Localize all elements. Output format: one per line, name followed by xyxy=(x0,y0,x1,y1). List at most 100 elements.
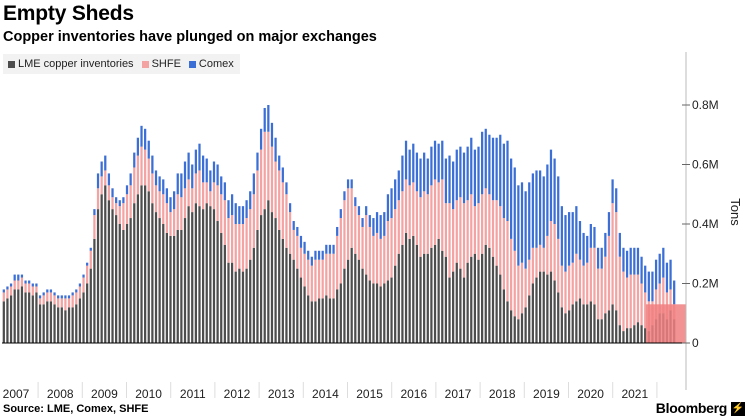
bar-comex xyxy=(13,274,16,281)
bar-lme xyxy=(292,259,295,343)
bar-comex xyxy=(368,215,371,227)
bar-comex xyxy=(328,244,332,254)
bar-comex xyxy=(607,212,611,236)
bar-comex xyxy=(437,143,440,183)
bar-comex xyxy=(187,152,190,180)
bar-comex xyxy=(198,143,201,171)
bar-lme xyxy=(144,185,147,343)
bar-lme xyxy=(173,235,176,343)
bar-shfe xyxy=(596,268,600,320)
bar-comex xyxy=(209,170,212,192)
bar-lme xyxy=(412,235,415,343)
legend-label-lme: LME copper inventories xyxy=(18,58,134,70)
bar-shfe xyxy=(513,250,516,317)
source-note: Source: LME, Comex, SHFE xyxy=(3,403,149,415)
bar-comex xyxy=(129,173,132,186)
bar-shfe xyxy=(125,194,129,224)
bar-comex xyxy=(633,247,636,275)
bar-shfe xyxy=(404,179,408,233)
bar-shfe xyxy=(549,221,553,272)
bar-comex xyxy=(212,161,216,183)
bar-shfe xyxy=(426,194,429,254)
bar-comex xyxy=(259,128,263,150)
bar-lme xyxy=(49,301,53,343)
bar-lme xyxy=(154,212,158,343)
bar-comex xyxy=(2,289,5,293)
bar-shfe xyxy=(314,259,317,302)
bar-lme xyxy=(133,203,136,343)
bar-shfe xyxy=(437,182,440,239)
bar-shfe xyxy=(589,247,592,302)
bar-lme xyxy=(510,310,513,343)
bar-comex xyxy=(673,280,676,305)
bar-lme xyxy=(542,271,545,343)
bar-shfe xyxy=(86,265,89,284)
bar-lme xyxy=(517,319,520,343)
bar-lme xyxy=(13,289,16,343)
bar-shfe xyxy=(310,265,313,302)
bar-comex xyxy=(173,191,176,210)
bar-shfe xyxy=(339,218,342,284)
bar-comex xyxy=(401,155,404,192)
bar-lme xyxy=(582,304,585,343)
bar-comex xyxy=(6,286,9,290)
bar-lme xyxy=(158,218,161,343)
bar-lme xyxy=(372,283,375,343)
bar-lme xyxy=(404,232,408,343)
bar-comex xyxy=(122,197,125,204)
bar-comex xyxy=(20,274,24,278)
bar-comex xyxy=(567,212,571,266)
bar-lme xyxy=(495,265,498,343)
bar-comex xyxy=(415,152,419,192)
bar-lme xyxy=(354,253,357,343)
bar-comex xyxy=(57,295,60,299)
bar-lme xyxy=(600,319,603,343)
x-tick-label: 2007 xyxy=(3,387,30,401)
bar-shfe xyxy=(633,274,636,326)
bar-shfe xyxy=(575,253,578,302)
x-tick-label: 2011 xyxy=(180,387,206,401)
bar-lme xyxy=(198,206,201,343)
bar-lme xyxy=(571,304,574,343)
bar-comex xyxy=(669,259,672,290)
bar-comex xyxy=(49,289,53,293)
bar-lme xyxy=(531,283,534,343)
bar-shfe xyxy=(17,280,20,290)
bar-shfe xyxy=(183,188,187,219)
bar-comex xyxy=(296,226,299,236)
bar-lme xyxy=(223,244,226,343)
bar-comex xyxy=(346,179,350,189)
bar-lme xyxy=(441,250,444,343)
bar-shfe xyxy=(488,194,491,248)
bar-lme xyxy=(375,283,379,343)
bar-shfe xyxy=(111,197,114,210)
bar-shfe xyxy=(241,224,245,272)
bar-shfe xyxy=(187,179,190,207)
bar-comex xyxy=(647,271,650,302)
bar-shfe xyxy=(223,200,226,245)
bar-lme xyxy=(2,301,5,343)
bar-shfe xyxy=(234,224,237,272)
bar-comex xyxy=(361,218,364,227)
bar-shfe xyxy=(506,221,509,302)
bar-comex xyxy=(408,149,411,186)
bar-lme xyxy=(227,262,230,343)
bar-comex xyxy=(267,105,270,132)
bar-lme xyxy=(89,268,92,344)
bar-shfe xyxy=(281,182,284,239)
bar-comex xyxy=(357,206,361,216)
bar-shfe xyxy=(151,173,154,204)
bar-lme xyxy=(462,277,466,343)
bar-comex xyxy=(665,262,669,293)
bar-lme xyxy=(589,301,592,343)
bar-lme xyxy=(390,277,393,343)
bar-shfe xyxy=(136,155,140,195)
bar-lme xyxy=(263,209,266,344)
bar-shfe xyxy=(350,188,353,248)
x-tick-label: 2012 xyxy=(224,387,251,401)
bar-lme xyxy=(256,229,259,343)
bar-comex xyxy=(147,140,150,159)
bar-comex xyxy=(125,185,129,195)
bar-comex xyxy=(618,232,621,257)
bar-comex xyxy=(600,247,603,269)
